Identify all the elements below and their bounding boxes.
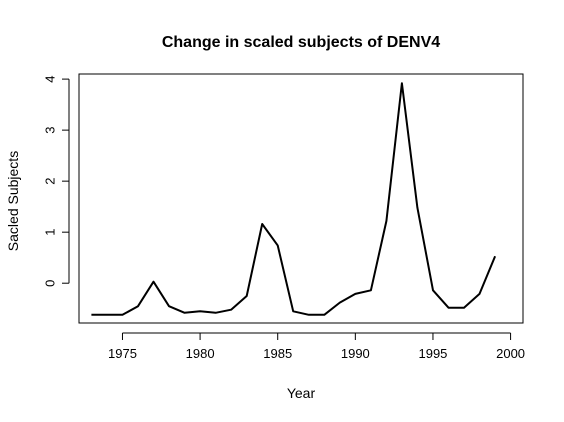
data-point (106, 314, 108, 316)
x-tick-label: 1995 (418, 346, 447, 361)
data-point (199, 310, 201, 312)
data-point (308, 314, 310, 316)
data-point (261, 223, 263, 225)
data-point (246, 295, 248, 297)
data-point (416, 207, 418, 209)
data-point (277, 244, 279, 246)
x-tick-label: 1980 (186, 346, 215, 361)
series-layer (90, 82, 497, 316)
y-axis: 0 1 2 3 4 (42, 75, 70, 287)
data-point (463, 307, 465, 309)
plot-frame (78, 73, 524, 324)
data-point (215, 312, 217, 314)
y-tick-label: 0 (42, 280, 57, 287)
x-tick-label: 1985 (263, 346, 292, 361)
x-tick-label: 2000 (496, 346, 525, 361)
data-point (323, 314, 325, 316)
data-point (153, 281, 155, 283)
x-axis-label: Year (287, 385, 316, 401)
x-tick-label: 1975 (108, 346, 137, 361)
data-point (122, 314, 124, 316)
data-point (385, 220, 387, 222)
y-axis-label: Sacled Subjects (5, 151, 21, 251)
y-tick-label: 4 (42, 75, 57, 82)
series-line (91, 82, 497, 316)
data-point (479, 293, 481, 295)
data-point (448, 307, 450, 309)
x-axis: 1975 1980 1985 1990 1995 2000 (108, 332, 525, 361)
data-point (90, 314, 92, 316)
data-point (494, 255, 496, 257)
data-point (184, 312, 186, 314)
y-tick-label: 2 (42, 178, 57, 185)
data-point (401, 82, 403, 84)
data-point (432, 289, 434, 291)
data-point (354, 293, 356, 295)
x-tick-label: 1990 (341, 346, 370, 361)
y-tick-label: 3 (42, 127, 57, 134)
data-point (168, 305, 170, 307)
y-tick-label: 1 (42, 229, 57, 236)
data-point (292, 310, 294, 312)
data-point (137, 305, 139, 307)
data-point (230, 309, 232, 311)
data-point (339, 302, 341, 304)
data-point (370, 289, 372, 291)
chart-title: Change in scaled subjects of DENV4 (162, 34, 440, 51)
